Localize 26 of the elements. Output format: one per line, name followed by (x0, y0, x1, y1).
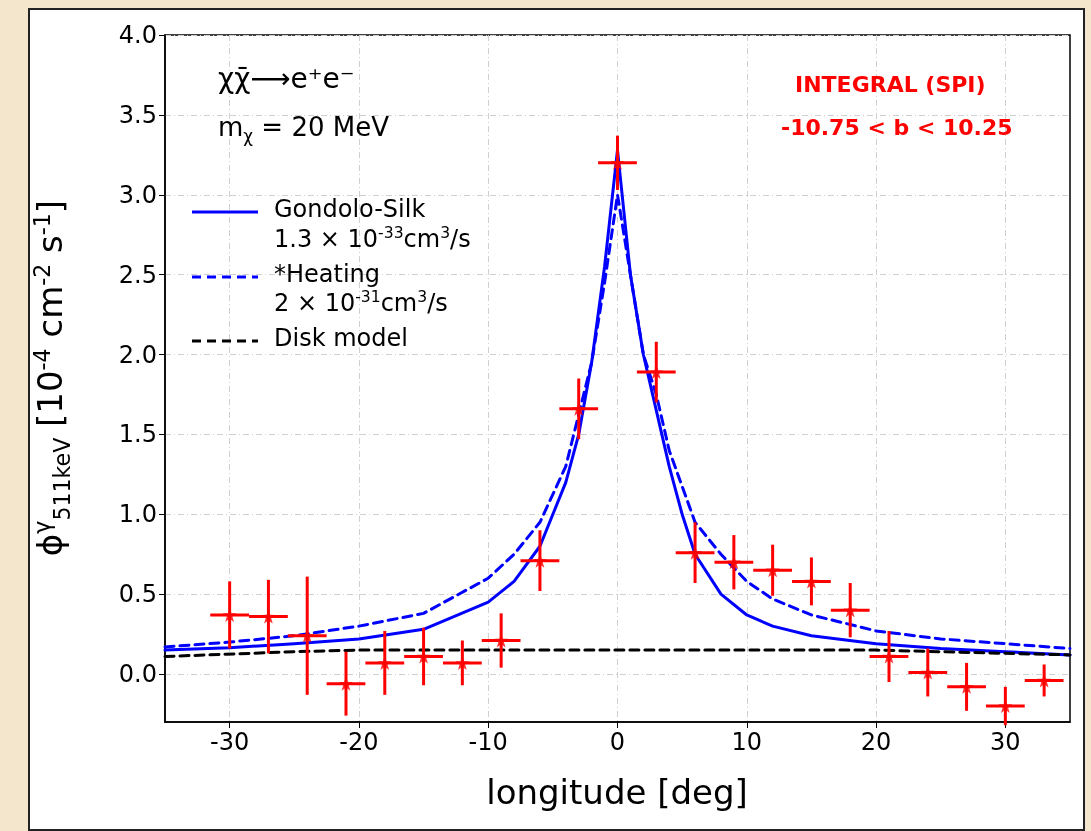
point (649, 365, 664, 380)
x-tick-label: 20 (860, 728, 892, 756)
x-tick-label: 10 (731, 728, 763, 756)
y-tick-label: 2.5 (118, 260, 157, 289)
legend-label: Gondolo-Silk 1.3 × 10$^{-33}$cm$^{3}$/s (274, 195, 471, 254)
y-tick-label: 1.5 (118, 420, 157, 449)
y-tick-label: 2.0 (118, 340, 157, 369)
x-tick-label: 0 (609, 728, 626, 756)
x-tick-label: -20 (339, 728, 379, 756)
annotation: m$_{χ}$ = 20 MeV (218, 112, 389, 147)
annotation: -10.75 < b < 10.25 (781, 115, 1013, 140)
x-tick-label: -30 (210, 728, 250, 756)
x-tick-label: 30 (990, 728, 1021, 756)
legend-label: *Heating 2 × 10$^{-31}$cm$^{3}$/s (274, 259, 448, 319)
y-tick-label: 4.0 (118, 21, 157, 49)
x-tick-label: -10 (468, 728, 508, 756)
y-tick-label: 0.5 (118, 580, 157, 609)
y-tick-label: 3.0 (118, 180, 157, 209)
legend-label: Disk model (274, 324, 408, 353)
y-tick-label: 3.5 (118, 100, 157, 129)
point (998, 699, 1013, 714)
x-axis-title: longitude [deg] (486, 772, 748, 812)
annotation: INTEGRAL (SPI) (795, 72, 986, 97)
y-tick-label: 1.0 (118, 500, 157, 529)
annotation: χχ̄⟶e⁺e⁻ (218, 62, 355, 95)
y-tick-label: 0.0 (118, 660, 157, 689)
